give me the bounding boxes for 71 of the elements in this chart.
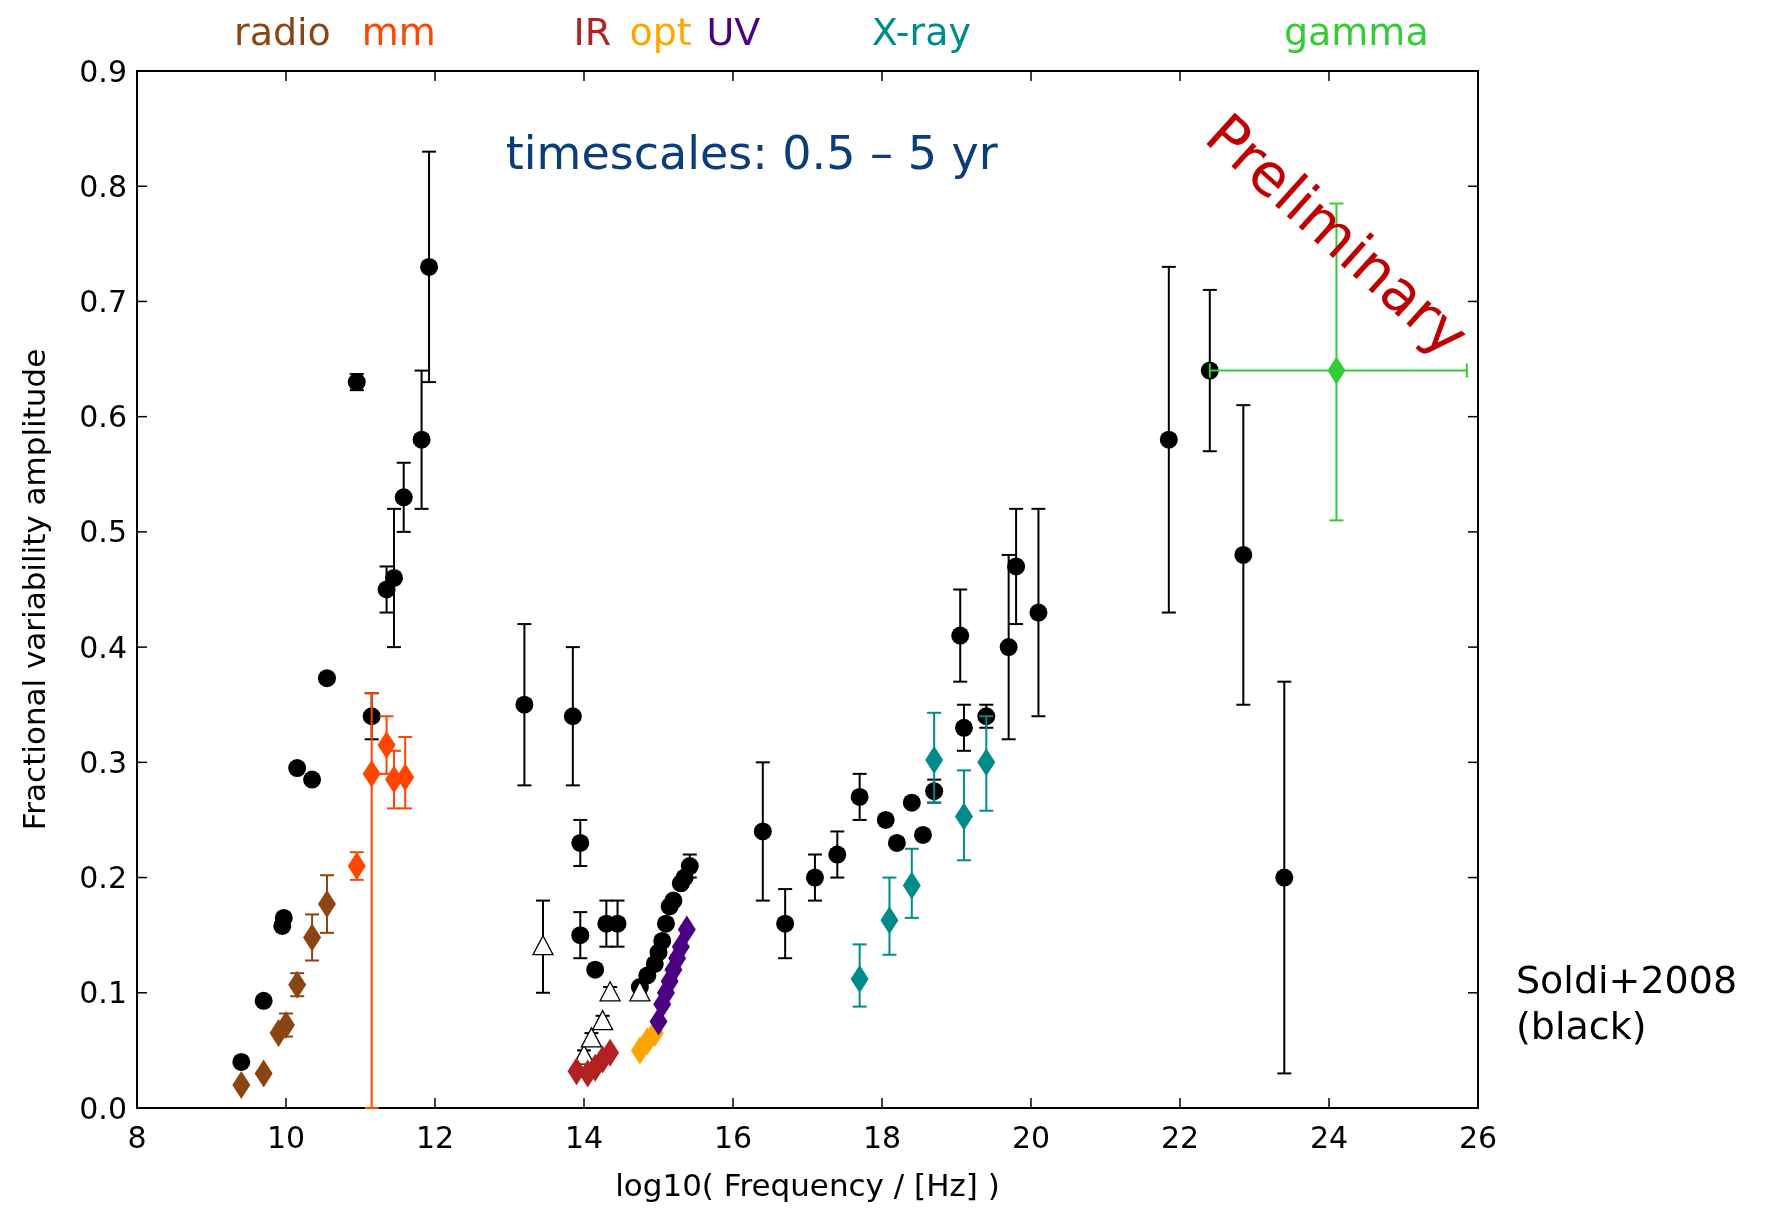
y-tick-label: 0.2 [79, 860, 127, 896]
y-tick-label: 0.3 [79, 744, 127, 780]
text: X-ray [871, 10, 971, 54]
point [680, 857, 699, 876]
point [999, 638, 1018, 657]
point [887, 833, 906, 852]
point [532, 935, 554, 956]
point [317, 669, 336, 688]
x-axis-title: log10( Frequency / [Hz] ) [615, 1167, 1000, 1203]
point [591, 1009, 614, 1031]
x-tick-label: 16 [713, 1120, 753, 1155]
annotation: timescales: 0.5 – 5 yr [505, 125, 998, 180]
point [913, 825, 932, 844]
y-tick-label: 0.7 [79, 283, 127, 319]
x-tick-label: 22 [1160, 1120, 1200, 1155]
x-tick-label: 10 [266, 1120, 306, 1155]
point [394, 488, 413, 507]
point [653, 931, 672, 950]
point [1029, 603, 1048, 622]
text: mm [361, 10, 436, 54]
point [954, 718, 973, 737]
point [850, 787, 869, 806]
point [629, 981, 651, 1002]
legend-label: Soldi+2008 (black) [1516, 957, 1738, 1048]
point [303, 770, 322, 789]
y-tick-label: 0.8 [79, 168, 127, 204]
text: gamma [1283, 10, 1429, 54]
text: opt [629, 10, 692, 54]
text: radio [234, 10, 331, 54]
y-tick-label: 0.5 [79, 514, 127, 550]
point [1234, 545, 1253, 564]
point [1007, 557, 1026, 576]
point [571, 833, 590, 852]
x-tick-label: 20 [1011, 1120, 1051, 1155]
point [805, 868, 824, 887]
y-tick-label: 0.9 [79, 53, 127, 89]
y-tick-label: 0.1 [79, 975, 127, 1011]
point [1159, 430, 1178, 449]
point [563, 707, 582, 726]
point [420, 257, 439, 276]
point [664, 891, 683, 910]
point [1275, 868, 1294, 887]
point [599, 981, 621, 1002]
point [586, 960, 605, 979]
x-tick-label: 14 [564, 1120, 604, 1155]
point [385, 568, 404, 587]
point [876, 810, 895, 829]
x-tick-label: 24 [1309, 1120, 1349, 1155]
point [753, 822, 772, 841]
point [288, 759, 307, 778]
x-tick-label: 26 [1458, 1120, 1498, 1155]
point [254, 991, 273, 1010]
point [902, 793, 921, 812]
text: UV [706, 10, 761, 54]
point [951, 626, 970, 645]
y-tick-label: 0.0 [79, 1090, 127, 1126]
text: IR [573, 10, 612, 54]
x-tick-label: 12 [415, 1120, 455, 1155]
point [828, 845, 847, 864]
point [656, 914, 675, 933]
point [232, 1052, 251, 1071]
y-axis-title: Fractional variability amplitude [16, 348, 52, 831]
x-tick-label: 18 [862, 1120, 902, 1155]
x-tick-label: 8 [127, 1120, 147, 1155]
point [776, 914, 795, 933]
point [412, 430, 431, 449]
y-tick-label: 0.6 [79, 399, 127, 435]
point [515, 695, 534, 714]
y-tick-label: 0.4 [79, 629, 127, 665]
point [580, 1027, 603, 1048]
point [571, 926, 590, 945]
